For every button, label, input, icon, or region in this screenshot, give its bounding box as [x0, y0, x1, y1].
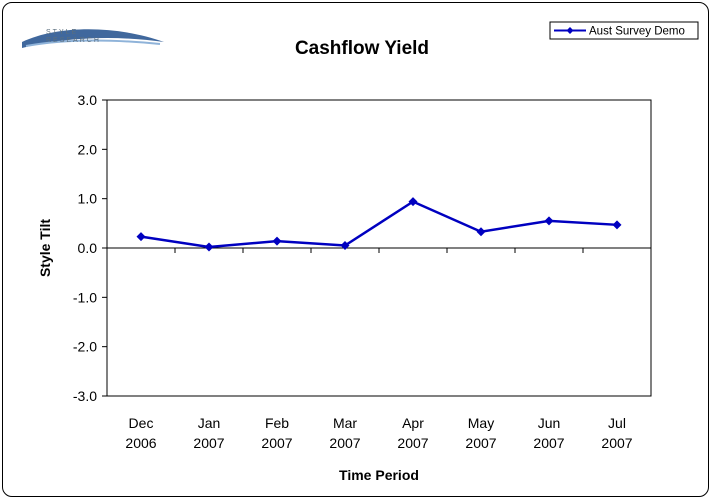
legend-marker [566, 27, 574, 34]
data-point-marker [612, 220, 622, 230]
chart-title: Cashflow Yield [295, 38, 429, 59]
data-point-marker [340, 241, 350, 251]
data-point-marker [204, 242, 214, 252]
style-research-logo: STYLE RESEARCH [22, 29, 164, 48]
x-tick-label: Dec [129, 415, 154, 431]
x-tick-label: Jul [608, 415, 626, 431]
x-tick-label: 2007 [193, 435, 224, 451]
logo-line2: RESEARCH [46, 37, 101, 44]
data-point-marker [272, 236, 282, 246]
y-tick-label: -2.0 [73, 339, 97, 355]
data-point-marker [544, 216, 554, 226]
y-tick-label: 0.0 [78, 240, 98, 256]
x-tick-label: 2007 [601, 435, 632, 451]
x-tick-label: May [468, 415, 494, 431]
data-point-marker [408, 197, 418, 207]
y-tick-label: -1.0 [73, 289, 97, 305]
logo-line1: STYLE [46, 29, 78, 36]
x-tick-label: Jan [198, 415, 221, 431]
x-tick-label: 2007 [465, 435, 496, 451]
y-tick-label: -3.0 [73, 388, 97, 404]
x-tick-label: 2007 [329, 435, 360, 451]
y-tick-label: 2.0 [78, 141, 98, 157]
x-tick-label: 2007 [533, 435, 564, 451]
legend: Aust Survey Demo [549, 21, 699, 40]
x-axis-title: Time Period [339, 467, 419, 483]
legend-box [549, 21, 699, 40]
x-tick-label: Feb [265, 415, 289, 431]
data-point-marker [476, 227, 486, 237]
axes: 3.0 2.0 1.0 0.0 -1.0 -2.0 -3.0 Dec 2006 Jan 2007 Fe… [73, 92, 652, 451]
x-tick-label: Apr [402, 415, 424, 431]
x-tick-label: Jun [538, 415, 561, 431]
data-point-marker [136, 232, 146, 242]
y-axis-title: Style Tilt [37, 219, 53, 277]
y-tick-label: 3.0 [78, 92, 98, 108]
y-tick-label: 1.0 [78, 191, 98, 207]
x-tick-label: Mar [333, 415, 357, 431]
series-group [136, 197, 622, 252]
series-line [140, 200, 618, 249]
x-tick-label: 2006 [125, 435, 156, 451]
legend-label: Aust Survey Demo [589, 26, 685, 38]
x-tick-label: 2007 [397, 435, 428, 451]
x-tick-label: 2007 [261, 435, 292, 451]
